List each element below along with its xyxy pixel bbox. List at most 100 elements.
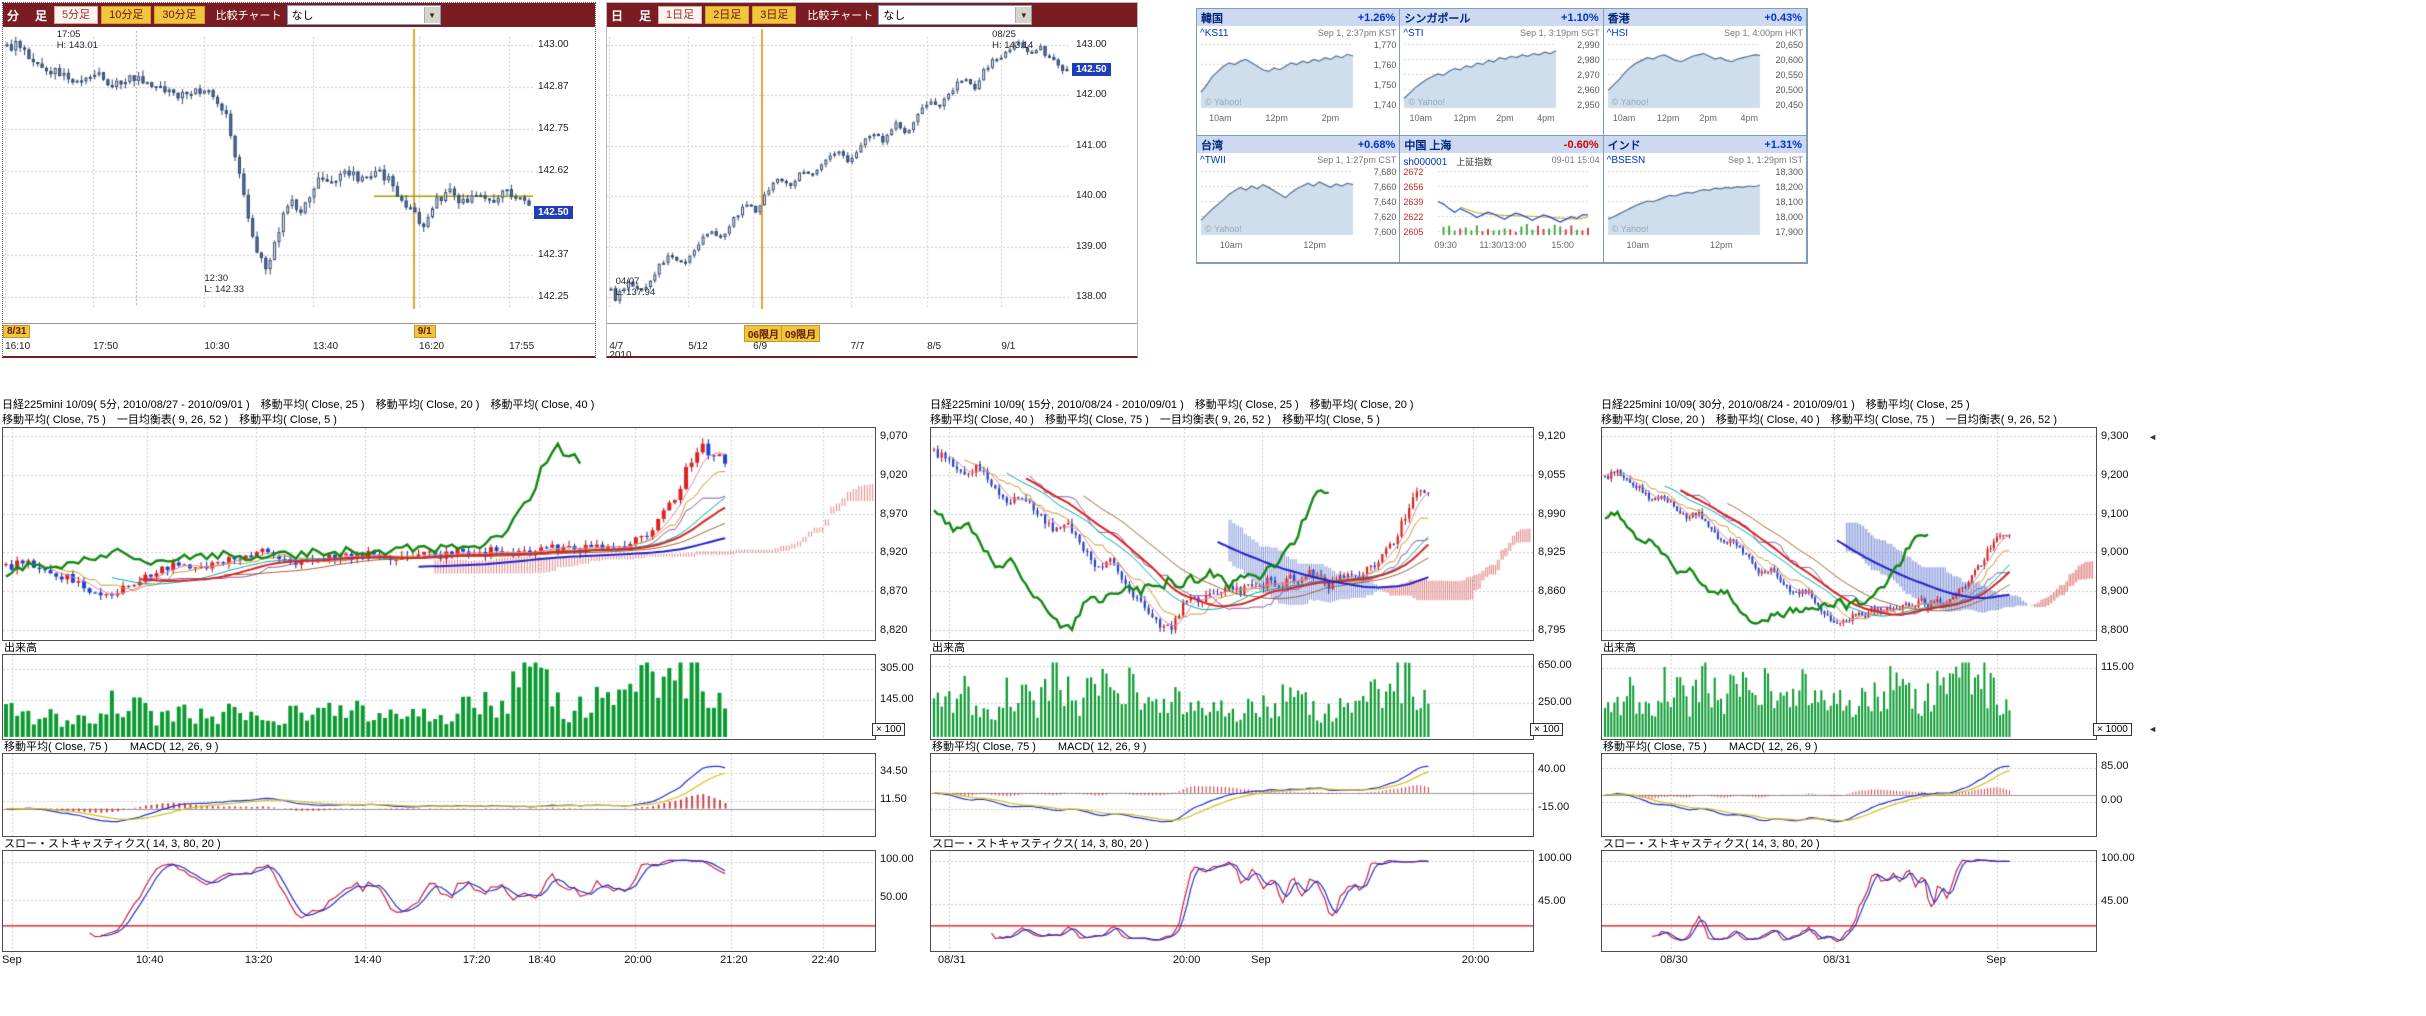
volume-chart-canvas[interactable] [1601,654,2097,740]
world-market-name: 中国 上海 [1404,139,1452,152]
price-y-axis-label: 8,800 [2101,624,2129,636]
world-market-cell-sti[interactable]: シンガポール +1.10% ^STI Sep 1, 3:19pm SGT 2,990 2,… [1400,9,1604,136]
daily-chart-panel: 日 足 1日足 2日足 3日足 比較チャート なし ▼ 143.00 142.00 14… [606,2,1138,361]
world-market-symbol[interactable]: ^HSI [1606,28,1629,39]
technical-panel-1: 日経225mini 10/09( 15分, 2010/08/24 - 2010/… [930,398,1596,972]
world-market-x-label: 09:30 [1434,240,1457,250]
stochastics-chart-canvas[interactable] [1601,850,2097,952]
world-market-sparkline-canvas[interactable] [1605,40,1802,110]
world-market-change: +1.10% [1561,11,1599,24]
minute-interval-tab-0[interactable]: 5分足 [54,6,99,24]
volume-multiplier-badge: × 1000 [2093,723,2132,736]
daily-compare-chart-select[interactable]: なし ▼ [878,5,1033,25]
minute-x-axis-label: 13:40 [313,341,339,352]
minute-y-axis-label: 142.87 [538,81,569,92]
daily-high-annotation: 08/25 H: 143.14 [992,29,1033,51]
world-market-symbol[interactable]: sh000001 [1403,157,1448,168]
macd-chart-canvas[interactable] [1601,753,2097,837]
minute-interval-tab-2[interactable]: 30分足 [154,6,205,24]
world-market-cell-sh000001[interactable]: 中国 上海 -0.60% sh000001 上証指数 09-01 15:04 2672 2… [1400,136,1604,263]
world-market-sparkline-canvas[interactable] [1199,167,1395,237]
stochastics-section-label: スロー・ストキャスティクス( 14, 3, 80, 20 ) [1603,838,1820,850]
world-market-symbol-row: ^BSESN Sep 1, 1:29pm IST [1607,155,1803,166]
world-market-change: +0.43% [1764,11,1802,24]
price-chart-canvas[interactable] [930,427,1534,641]
bottom-price-axis: 9,070 9,020 8,970 8,920 8,870 8,820 305.00 145.… [876,398,930,972]
world-market-y-label: 1,770 [1373,40,1397,50]
world-market-y-label: 2,990 [1577,40,1600,50]
bottom-time-axis: 08/30 08/31 Sep [1601,952,2159,972]
scroll-left-button[interactable]: ◄ [2148,432,2157,442]
stochastics-chart-canvas[interactable] [930,850,1534,952]
scroll-left-button[interactable]: ◄ [2148,724,2157,734]
world-market-y-label: 20,650 [1775,40,1803,50]
yahoo-copyright-watermark: © Yahoo! [1408,97,1446,107]
daily-interval-tab-0[interactable]: 1日足 [658,6,703,24]
price-chart-canvas[interactable] [2,427,876,641]
minute-low-annotation: 12:30 L: 142.33 [204,273,244,295]
macd-chart-canvas[interactable] [930,753,1534,837]
world-market-symbol[interactable]: ^KS11 [1200,28,1229,39]
world-market-name: 韓国 [1201,12,1223,25]
bottom-x-axis-label: 20:00 [624,954,652,966]
world-market-change: +1.31% [1764,138,1802,151]
macd-section-label: 移動平均( Close, 75 ) MACD( 12, 26, 9 ) [1603,741,1818,753]
world-market-sparkline-canvas[interactable] [1199,40,1395,110]
macd-y-axis-label: -15.00 [1538,801,1570,813]
world-market-y-label: 2,970 [1577,70,1600,80]
world-market-symbol-group: ^HSI [1607,28,1628,39]
world-market-timestamp: 09-01 15:04 [1551,155,1600,165]
minute-marker: 8/31 [3,325,31,338]
price-chart-canvas[interactable] [1601,427,2097,641]
bottom-price-axis: 9,120 9,055 8,990 8,925 8,860 8,795 650.00 250.… [1534,398,1596,972]
price-y-axis-label: 9,000 [2101,546,2129,559]
world-market-y-label: 1,760 [1373,60,1397,70]
stochastics-chart-canvas[interactable] [2,850,876,952]
world-market-x-label: 10am [1219,240,1243,250]
world-market-symbol[interactable]: ^TWII [1200,155,1226,166]
world-market-cell-bsesn[interactable]: インド +1.31% ^BSESN Sep 1, 1:29pm IST 18,300 18… [1603,136,1807,263]
daily-interval-tab-2[interactable]: 3日足 [752,6,797,24]
minute-day-markers: 8/31 9/1 [3,324,595,340]
world-market-symbol-group: ^KS11 [1200,28,1228,39]
world-market-y-label: 18,100 [1775,197,1803,207]
minute-interval-tab-1[interactable]: 10分足 [101,6,152,24]
stochastics-section-label: スロー・ストキャスティクス( 14, 3, 80, 20 ) [932,838,1149,850]
macd-section-label: 移動平均( Close, 75 ) MACD( 12, 26, 9 ) [932,741,1147,753]
world-market-cell-hsi[interactable]: 香港 +0.43% ^HSI Sep 1, 4:00pm HKT 20,650 20,60… [1603,9,1807,136]
minute-x-axis-label: 16:20 [419,341,445,352]
minute-compare-chart-select[interactable]: なし ▼ [286,5,441,25]
minute-interval-tabs: 5分足 10分足 30分足 [54,6,205,24]
world-market-y-label: 7,680 [1373,167,1397,177]
yahoo-copyright-watermark: © Yahoo! [1205,224,1242,234]
world-market-sparkline-canvas[interactable] [1402,40,1599,110]
world-market-sparkline-canvas[interactable] [1605,167,1802,237]
bottom-x-axis-label: 08/30 [1660,954,1688,966]
minute-candlestick-canvas[interactable] [3,27,533,323]
volume-chart-canvas[interactable] [930,654,1534,740]
world-market-sparkline-canvas[interactable] [1402,167,1599,237]
volume-section-label: 出来高 [4,642,37,654]
volume-chart-canvas[interactable] [2,654,876,740]
world-market-cell-ks11[interactable]: 韓国 +1.26% ^KS11 Sep 1, 2:37pm KST 1,770 1,760… [1197,9,1401,136]
macd-y-axis-label: 0.00 [2101,794,2123,806]
daily-contract-markers: 06限月 09限月 [607,324,1137,342]
stochastics-section-label: スロー・ストキャスティクス( 14, 3, 80, 20 ) [4,838,221,850]
volume-y-axis-label: 115.00 [2101,660,2134,673]
daily-x-axis-label: 5/12 [688,341,708,352]
world-market-symbol[interactable]: ^STI [1403,28,1424,39]
minute-y-axis-label: 142.25 [538,291,569,302]
daily-candlestick-canvas[interactable] [607,27,1071,323]
bottom-x-axis-label: 08/31 [1823,954,1851,966]
daily-interval-tab-1[interactable]: 2日足 [705,6,750,24]
volume-y-axis-label: 145.00 [880,692,914,705]
world-market-y-label: 18,000 [1775,212,1803,222]
macd-chart-canvas[interactable] [2,753,876,837]
macd-y-axis-label: 40.00 [1538,762,1566,775]
world-market-symbol[interactable]: ^BSESN [1606,155,1646,166]
world-market-y-label: 2,950 [1577,100,1600,110]
bottom-price-axis: 9,300 9,200 9,100 9,000 8,900 8,800 115.00 85.0… [2097,398,2159,972]
world-market-cell-twii[interactable]: 台湾 +0.68% ^TWII Sep 1, 1:27pm CST 7,680 7,660… [1197,136,1401,263]
price-y-axis-label: 9,200 [2101,468,2129,481]
